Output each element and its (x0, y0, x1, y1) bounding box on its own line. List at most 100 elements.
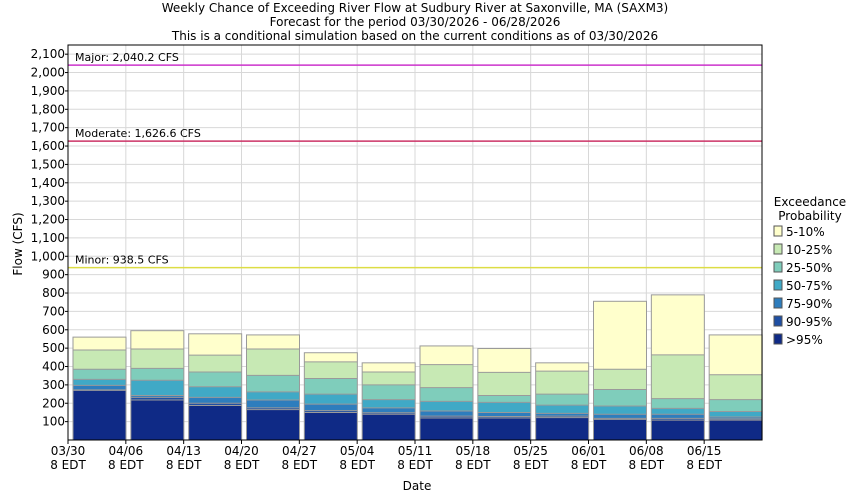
y-tick-label: 100 (42, 415, 65, 429)
y-tick-label: 1,300 (31, 194, 65, 208)
y-tick-label: 900 (42, 268, 65, 282)
bar-segment (535, 394, 589, 406)
y-tick-label: 2,000 (31, 66, 65, 80)
y-tick-label: 1,100 (31, 231, 65, 245)
y-tick-label: 200 (42, 396, 65, 410)
legend-item-label: 75-90% (786, 297, 832, 311)
bar-segment (651, 408, 705, 415)
bar-segment (535, 417, 589, 440)
x-tick-label-time: 8 EDT (108, 458, 144, 472)
x-tick-label-date: 04/20 (224, 444, 259, 458)
bar-segment (593, 301, 647, 370)
bar-segment (709, 411, 763, 418)
chart-title-group: Weekly Chance of Exceeding River Flow at… (162, 1, 669, 43)
bar-segment (651, 354, 705, 399)
x-tick-label-date: 06/15 (687, 444, 722, 458)
bar-segment (188, 386, 242, 398)
bar-segment (477, 348, 531, 373)
y-tick-label: 400 (42, 360, 65, 374)
bar-segment (477, 417, 531, 440)
bar-segment (304, 352, 358, 362)
bar-segment (535, 416, 589, 418)
bar-segment (73, 349, 126, 370)
y-tick-label: 1,000 (31, 249, 65, 263)
x-tick-label-date: 03/30 (51, 444, 86, 458)
bar-segment (651, 420, 705, 440)
bar-segment (420, 416, 473, 418)
x-tick-label-date: 04/27 (282, 444, 317, 458)
bar-segment (188, 397, 242, 404)
bar-segment (420, 410, 473, 417)
bar-segment (709, 420, 763, 440)
threshold-label: Moderate: 1,626.6 CFS (75, 127, 201, 140)
x-tick-label-date: 05/25 (513, 444, 548, 458)
bar-segment (593, 369, 647, 390)
x-tick-label-time: 8 EDT (50, 458, 86, 472)
bar-segment (593, 418, 647, 420)
bar-segment (477, 416, 531, 418)
bar-segment (246, 407, 300, 410)
bar-segment (73, 390, 126, 440)
legend-item-label: >95% (786, 333, 823, 347)
threshold-label: Minor: 938.5 CFS (75, 254, 169, 267)
bar-segment (535, 371, 589, 395)
legend-swatch (773, 297, 783, 309)
bar-segment (246, 409, 300, 440)
bar-segment (651, 398, 705, 409)
x-tick-label-time: 8 EDT (513, 458, 549, 472)
x-tick-label-date: 06/08 (629, 444, 664, 458)
bar-segment (73, 385, 126, 390)
legend-title-2: Probability (778, 209, 841, 223)
bar-segment (130, 399, 184, 440)
bar-segment (593, 419, 647, 440)
bar-segment (420, 345, 473, 365)
bar-segment (362, 414, 416, 440)
y-tick-label: 1,400 (31, 176, 65, 190)
legend-swatch (773, 261, 783, 273)
y-axis-label: Flow (CFS) (11, 212, 25, 275)
y-tick-label: 1,600 (31, 139, 65, 153)
bar-segment (130, 349, 184, 369)
legend: Exceedance Probability 5-10% 10-25% 25-50%… (773, 195, 846, 347)
x-tick-label-time: 8 EDT (629, 458, 665, 472)
y-tick-label: 600 (42, 323, 65, 337)
bar-segment (535, 405, 589, 414)
bar-segment (535, 413, 589, 417)
y-tick-label: 500 (42, 341, 65, 355)
legend-item-label: 90-95% (786, 315, 832, 329)
bar-segment (362, 362, 416, 373)
x-tick-label-date: 04/13 (166, 444, 201, 458)
x-tick-label-date: 05/11 (398, 444, 433, 458)
bar-segment (246, 334, 300, 350)
bar-segment (593, 389, 647, 407)
y-tick-label: 1,700 (31, 121, 65, 135)
y-tick-label: 1,500 (31, 157, 65, 171)
bar-segment (362, 412, 416, 415)
bar-stacks (72, 294, 763, 441)
legend-swatch (773, 333, 783, 345)
legend-swatch (773, 279, 783, 291)
bar-segment (709, 418, 763, 421)
bar-segment (246, 391, 300, 400)
bar-segment (709, 334, 763, 375)
y-tick-label: 700 (42, 304, 65, 318)
legend-item-label: 25-50% (786, 261, 832, 275)
bar-segment (477, 402, 531, 413)
bar-segment (304, 394, 358, 405)
chart-subtitle-2: This is a conditional simulation based o… (171, 29, 658, 43)
bar-segment (188, 372, 242, 387)
bar-segment (651, 414, 705, 419)
bar-segment (593, 406, 647, 415)
y-tick-label: 2,100 (31, 47, 65, 61)
bar-segment (420, 387, 473, 402)
bar-segment (362, 384, 416, 400)
bar-segment (651, 418, 705, 421)
bar-segment (420, 417, 473, 440)
bar-segment (477, 372, 531, 396)
chart-subtitle: Forecast for the period 03/30/2026 - 06/… (270, 15, 561, 29)
x-tick-label-time: 8 EDT (224, 458, 260, 472)
y-tick-labels: 100 200 300 400 500 600 700 800 900 1,000 1,100 1,2… (31, 47, 65, 428)
x-tick-label-time: 8 EDT (686, 458, 722, 472)
bar-segment (420, 401, 473, 411)
